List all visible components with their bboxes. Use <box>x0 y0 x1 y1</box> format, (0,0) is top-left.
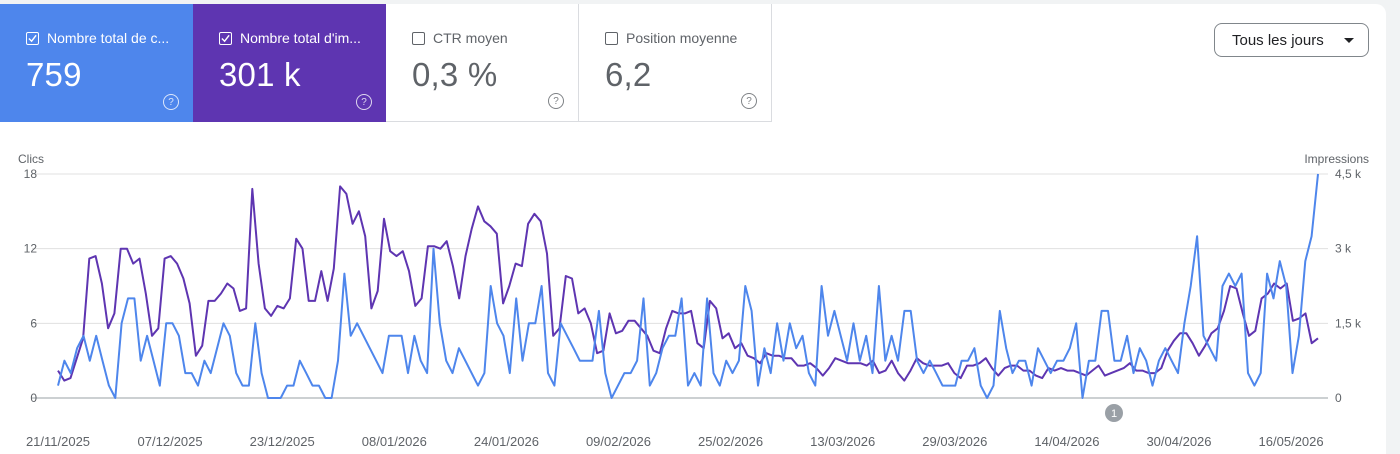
impressions-series-line <box>57 185 1319 382</box>
x-tick-label: 09/02/2026 <box>586 434 651 449</box>
metric-value: 301 k <box>219 56 301 93</box>
help-icon[interactable]: ? <box>548 93 564 109</box>
metric-value: 759 <box>26 56 82 93</box>
chart-annotation[interactable]: 1 <box>1105 404 1123 422</box>
right-tick-label: 0 <box>1335 391 1342 405</box>
left-axis-ticks: 0 6 12 18 <box>24 167 38 405</box>
x-tick-label: 08/01/2026 <box>362 434 427 449</box>
x-tick-label: 24/01/2026 <box>474 434 539 449</box>
right-tick-label: 4,5 k <box>1335 167 1362 181</box>
checkbox-unchecked-icon[interactable] <box>412 31 425 45</box>
clicks-series-line <box>57 173 1319 399</box>
metric-tile-average-position[interactable]: Position moyenne 6,2 ? <box>579 4 772 122</box>
x-tick-label: 23/12/2025 <box>250 434 315 449</box>
left-tick-label: 0 <box>30 391 37 405</box>
right-tick-label: 1,5 k <box>1335 316 1362 330</box>
left-axis-label: Clics <box>18 152 44 166</box>
x-tick-label: 16/05/2026 <box>1259 434 1324 449</box>
x-tick-label: 30/04/2026 <box>1146 434 1211 449</box>
metric-value: 0,3 % <box>412 56 498 93</box>
chart-series <box>57 173 1319 399</box>
checkbox-checked-icon[interactable] <box>219 31 232 45</box>
date-range-label: Tous les jours <box>1232 31 1324 49</box>
performance-card: Nombre total de c... 759 ? Nombre total … <box>0 4 1386 454</box>
metric-tile-total-impressions[interactable]: Nombre total d'im... 301 k ? <box>193 4 386 122</box>
right-tick-label: 3 k <box>1335 242 1352 256</box>
right-axis-label: Impressions <box>1304 152 1369 166</box>
x-tick-label: 14/04/2026 <box>1034 434 1099 449</box>
metric-value: 6,2 <box>605 56 652 93</box>
x-axis-ticks: 21/11/2025 07/12/2025 23/12/2025 08/01/2026… <box>26 434 1324 449</box>
x-tick-label: 25/02/2026 <box>698 434 763 449</box>
date-range-dropdown[interactable]: Tous les jours <box>1214 23 1369 57</box>
metric-tile-total-clicks[interactable]: Nombre total de c... 759 ? <box>0 4 193 122</box>
checkbox-unchecked-icon[interactable] <box>605 31 618 45</box>
metric-tile-average-ctr[interactable]: CTR moyen 0,3 % ? <box>386 4 579 122</box>
x-tick-label: 13/03/2026 <box>810 434 875 449</box>
left-tick-label: 6 <box>30 316 37 330</box>
x-tick-label: 29/03/2026 <box>922 434 987 449</box>
help-icon[interactable]: ? <box>356 94 372 110</box>
help-icon[interactable]: ? <box>163 94 179 110</box>
left-tick-label: 18 <box>24 167 38 181</box>
left-tick-label: 12 <box>24 242 38 256</box>
right-axis-ticks: 0 1,5 k 3 k 4,5 k <box>1335 167 1362 405</box>
annotation-marker[interactable] <box>1105 404 1123 422</box>
help-icon[interactable]: ? <box>741 93 757 109</box>
x-tick-label: 21/11/2025 <box>26 434 90 449</box>
annotation-label: 1 <box>1111 408 1117 420</box>
dropdown-arrow-icon <box>1344 38 1354 43</box>
checkbox-checked-icon[interactable] <box>26 31 39 45</box>
chart-gridlines <box>32 173 1328 399</box>
x-tick-label: 07/12/2025 <box>138 434 203 449</box>
